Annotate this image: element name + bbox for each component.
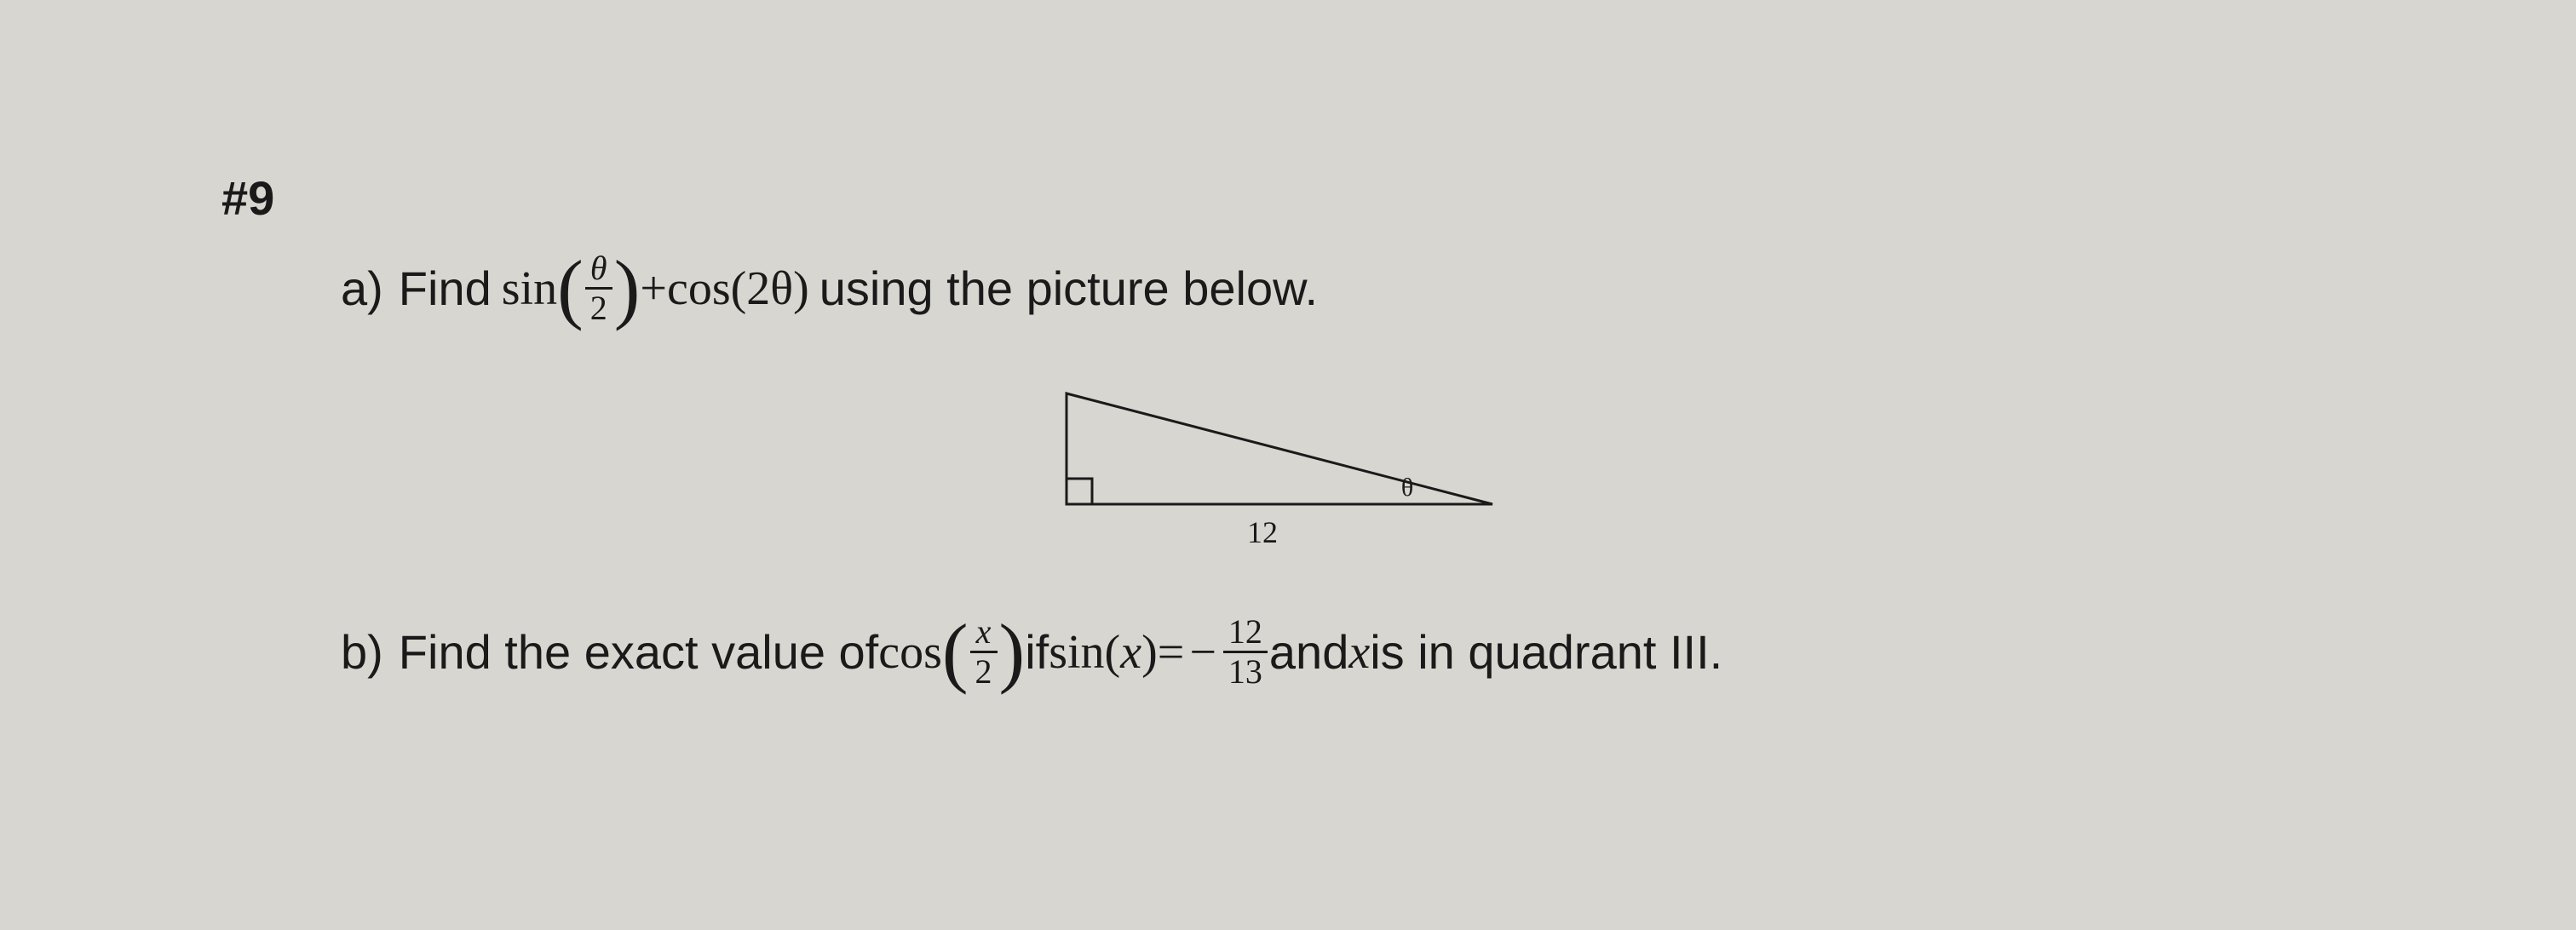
right-paren: ) xyxy=(614,261,641,315)
theta-over-2: θ 2 xyxy=(585,251,612,325)
frac-den: 2 xyxy=(585,287,612,325)
sin-arg-open: ( xyxy=(1105,625,1121,680)
left-paren-b: ( xyxy=(942,624,969,679)
frac-num-b: x xyxy=(971,615,997,651)
cos-text: cos xyxy=(667,261,731,316)
and-text: and xyxy=(1269,624,1348,680)
x-var: x xyxy=(1348,625,1370,680)
quadrant-text: is in quadrant III. xyxy=(1370,624,1722,680)
triangle-container: 5 12 θ xyxy=(221,376,2355,564)
result-num: 12 xyxy=(1223,615,1268,651)
right-angle-marker xyxy=(1067,479,1092,504)
sin-argument: ( θ 2 ) xyxy=(557,251,640,325)
right-paren-b: ) xyxy=(999,624,1026,679)
cos-text-b: cos xyxy=(878,625,942,680)
cos-argument-b: ( x 2 ) xyxy=(942,615,1025,689)
result-den: 13 xyxy=(1223,651,1268,689)
triangle-diagram: 5 12 θ xyxy=(1049,376,1527,564)
angle-label-theta: θ xyxy=(1401,474,1413,502)
frac-num: θ xyxy=(585,251,612,287)
cos-argument: (2θ) xyxy=(731,261,809,316)
part-a-suffix: using the picture below. xyxy=(819,261,1318,316)
sin-text-b: sin xyxy=(1049,625,1104,680)
plus-sign: + xyxy=(640,261,667,316)
negative-fraction: − 12 13 xyxy=(1184,615,1269,689)
left-paren: ( xyxy=(557,261,584,315)
minus-sign: − xyxy=(1189,625,1216,680)
sin-arg-close: ) xyxy=(1141,625,1158,680)
frac-den-b: 2 xyxy=(970,651,998,689)
part-a: a) Find sin ( θ 2 ) + cos (2θ) using the… xyxy=(341,251,2355,325)
part-a-find: Find xyxy=(399,261,492,316)
x-over-2: x 2 xyxy=(970,615,998,689)
triangle-shape xyxy=(1067,393,1492,504)
sin-text: sin xyxy=(502,261,557,316)
equals-sign: = xyxy=(1158,625,1185,680)
part-a-label: a) xyxy=(341,261,383,316)
part-b: b) Find the exact value of cos ( x 2 ) i… xyxy=(341,615,2355,689)
twelve-over-thirteen: 12 13 xyxy=(1223,615,1268,689)
side-label-12: 12 xyxy=(1247,515,1278,549)
part-b-label: b) xyxy=(341,624,383,680)
sin-arg-var: x xyxy=(1120,625,1141,680)
if-text: if xyxy=(1025,624,1049,680)
part-b-prefix: Find the exact value of xyxy=(399,624,878,680)
problem-number: #9 xyxy=(221,170,2355,226)
